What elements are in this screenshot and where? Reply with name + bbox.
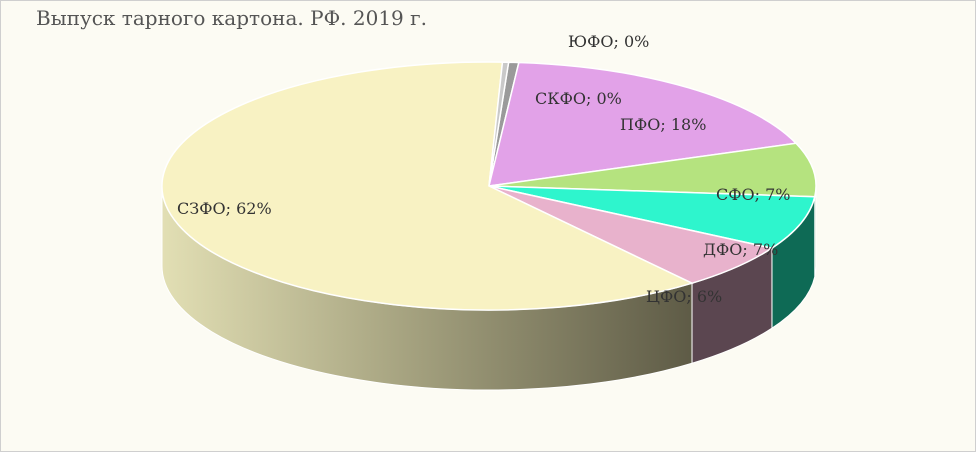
data-label-ДФО: ДФО; 7%	[703, 240, 778, 259]
data-label-ЦФО: ЦФО; 6%	[646, 287, 722, 306]
pie-slice-СКФО	[488, 61, 510, 187]
data-label-СФО: СФО; 7%	[716, 185, 791, 204]
pie-slice-ЦФО	[488, 185, 774, 285]
data-label-ПФО: ПФО; 18%	[620, 115, 706, 134]
pie-slice-СФО	[488, 142, 817, 198]
pie-slice-ПФО	[488, 61, 798, 187]
data-label-СЗФО: СЗФО; 62%	[177, 199, 272, 218]
chart-title: Выпуск тарного картона. РФ. 2019 г.	[36, 6, 427, 30]
data-label-СКФО: СКФО; 0%	[535, 89, 622, 108]
pie-slice-ДФО	[488, 185, 816, 249]
data-label-ЮФО: ЮФО; 0%	[568, 32, 649, 51]
pie-slice-СЗФО	[161, 61, 695, 311]
